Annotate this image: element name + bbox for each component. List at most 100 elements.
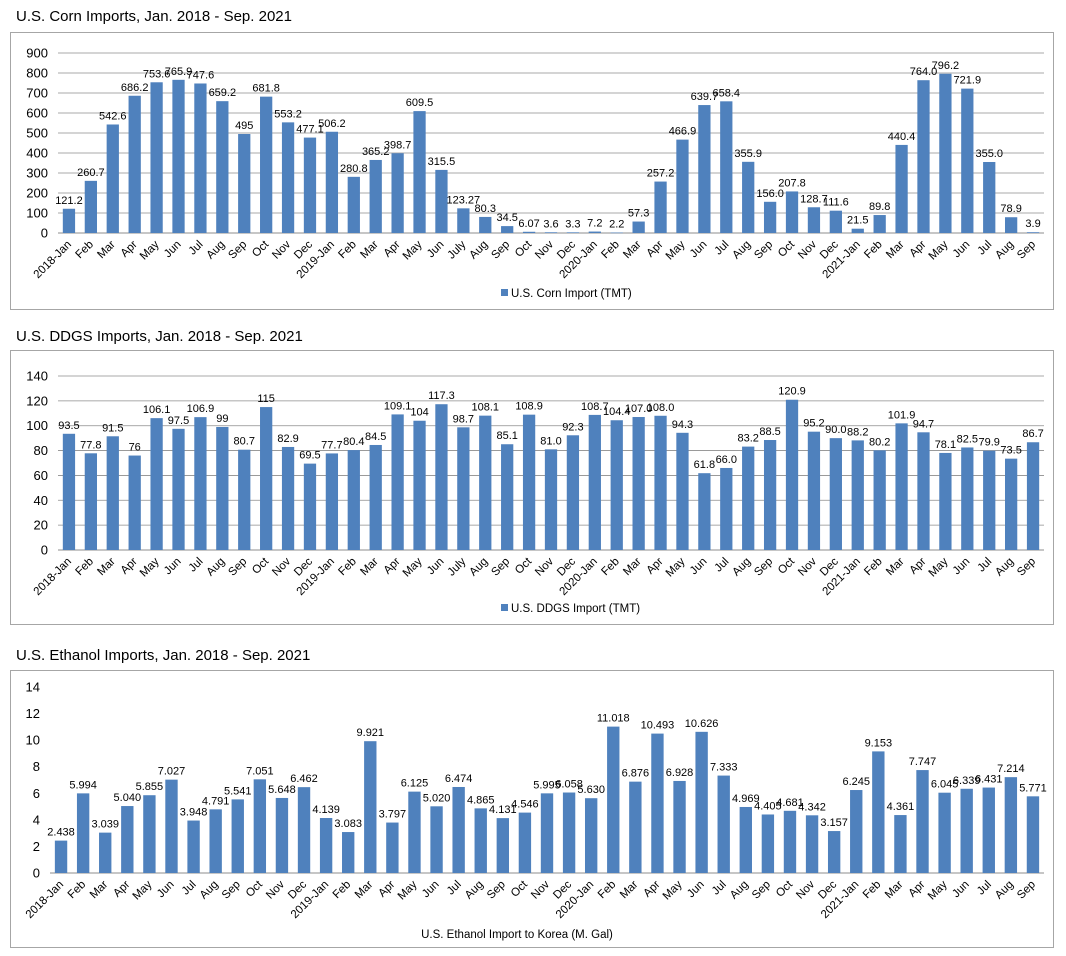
data-label: 765.9	[165, 66, 193, 78]
x-tick-label: Jul	[180, 879, 199, 898]
x-tick-label: May	[927, 238, 951, 262]
y-tick-label: 8	[33, 759, 40, 774]
x-tick-label: Sep	[752, 239, 775, 262]
bar	[676, 432, 689, 550]
data-label: 106.1	[143, 404, 171, 416]
bar	[566, 232, 580, 233]
bar	[1026, 442, 1040, 550]
bar	[281, 122, 295, 233]
y-tick-label: 100	[26, 418, 48, 433]
data-label: 280.8	[340, 163, 368, 175]
data-label: 88.5	[759, 426, 780, 438]
x-tick-label: Aug	[993, 879, 1016, 902]
data-label: 553.2	[274, 108, 302, 120]
bar	[342, 832, 355, 873]
data-label: 95.2	[803, 418, 824, 430]
bar	[763, 440, 777, 550]
bar	[106, 436, 119, 550]
data-label: 6.462	[290, 773, 318, 785]
y-tick-label: 14	[26, 680, 40, 695]
x-tick-label: Aug	[728, 879, 751, 902]
data-label: 6.045	[931, 779, 959, 791]
data-label: 10.626	[685, 718, 719, 730]
x-tick-label: Feb	[331, 879, 354, 902]
x-tick-label: May	[661, 878, 685, 902]
bar	[253, 779, 267, 873]
x-tick-label: Mar	[353, 879, 376, 902]
bar	[121, 806, 134, 873]
x-tick-label: Jun	[162, 239, 184, 261]
x-tick-label: Apr	[641, 879, 662, 900]
data-label: 686.2	[121, 82, 149, 94]
data-label: 609.5	[406, 97, 434, 109]
bar	[501, 226, 514, 233]
data-label: 111.6	[823, 197, 849, 209]
bar	[369, 444, 382, 550]
x-tick-label: May	[138, 555, 162, 579]
bar	[588, 231, 601, 233]
data-label: 659.2	[209, 87, 237, 99]
data-label: 5.771	[1019, 782, 1047, 794]
x-tick-label: Apr	[907, 556, 928, 577]
x-tick-label: Aug	[993, 556, 1016, 579]
bar	[479, 415, 492, 550]
x-tick-label: Sep	[220, 879, 243, 902]
bar	[654, 415, 667, 550]
y-tick-label: 120	[26, 393, 48, 408]
bar	[607, 726, 620, 873]
x-tick-label: Jun	[420, 879, 442, 901]
y-tick-label: 140	[26, 369, 48, 384]
bar	[194, 417, 207, 550]
data-label: 315.5	[428, 156, 456, 168]
x-tick-label: Oct	[776, 238, 798, 260]
x-tick-label: Sep	[752, 556, 775, 579]
bar	[496, 818, 510, 873]
data-label: 11.018	[597, 713, 630, 725]
x-tick-label: Aug	[730, 556, 753, 579]
bar	[698, 473, 711, 550]
x-tick-label: Feb	[862, 239, 885, 262]
bar	[347, 176, 360, 233]
data-label: 355.0	[975, 148, 1003, 160]
bar	[522, 414, 536, 550]
data-label: 4.131	[489, 804, 517, 816]
bar	[54, 840, 68, 873]
x-tick-label: Nov	[796, 238, 819, 261]
data-label: 78.1	[935, 439, 956, 451]
bar	[785, 399, 799, 550]
y-tick-label: 12	[26, 706, 40, 721]
x-tick-label: May	[401, 238, 425, 262]
x-tick-label: May	[664, 555, 688, 579]
data-label: 257.2	[647, 168, 675, 180]
x-tick-label: Mar	[883, 879, 906, 902]
ddgs-chart-plot: 0 20 40 60 80 100 120 140 93.5 2018-Jan 77.8 Feb 91.…	[26, 369, 1044, 615]
x-tick-label: Apr	[906, 879, 927, 900]
bar	[150, 418, 163, 550]
x-tick-label: Mar	[358, 556, 381, 579]
x-tick-label: Nov	[533, 555, 556, 578]
data-label: 398.7	[384, 139, 412, 151]
data-label: 260.7	[77, 167, 105, 179]
x-tick-label: Nov	[533, 238, 556, 261]
bar	[805, 815, 819, 873]
y-tick-label: 700	[26, 86, 48, 101]
bar	[739, 806, 752, 873]
bar	[827, 831, 841, 873]
bar	[128, 455, 141, 550]
data-label: 82.5	[957, 433, 978, 445]
ethanol-chart: U.S. Ethanol Imports, Jan. 2018 - Sep. 2…	[0, 638, 1066, 956]
data-label: 747.6	[187, 69, 215, 81]
data-label: 108.1	[472, 402, 500, 414]
x-tick-label: Oct	[513, 555, 535, 577]
x-tick-label: Feb	[336, 556, 359, 579]
x-tick-label: Nov	[270, 238, 293, 261]
data-label: 3.157	[820, 817, 848, 829]
bar	[238, 449, 251, 550]
data-label: 365.2	[362, 146, 390, 158]
data-label: 84.5	[365, 431, 386, 443]
bar	[238, 134, 251, 233]
data-label: 104	[410, 407, 428, 419]
bar	[1026, 232, 1040, 233]
bar	[983, 450, 996, 550]
x-tick-label: Nov	[529, 878, 552, 901]
